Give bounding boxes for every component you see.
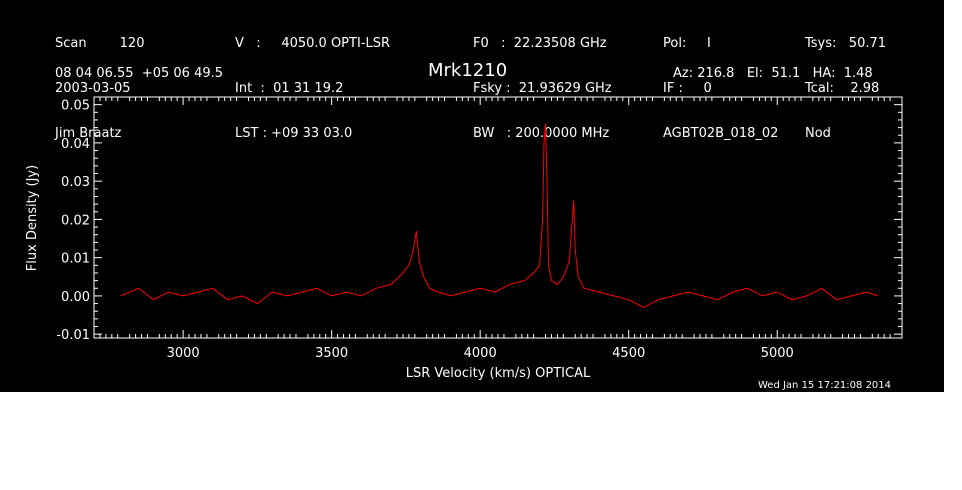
header-col5: Tsys: 50.71 Tcal: 2.98 Nod — [805, 6, 886, 171]
y-axis-label: Flux Density (Jy) — [25, 165, 40, 271]
spectrum-chart: 3000 3500 4000 4500 5000 -0.01 0.00 0.01 0.02 0.0… — [25, 96, 903, 381]
x-tick-label: 4500 — [612, 346, 645, 361]
if-number: IF : 0 — [663, 81, 712, 96]
observation-date: 2003-03-05 — [55, 81, 131, 96]
lst-line: LST : +09 33 03.0 — [235, 126, 353, 141]
scan-number: Scan 120 — [55, 36, 145, 51]
header-col1: Scan 120 2003-03-05 Jim Braatz — [55, 6, 144, 171]
switching-mode: Nod — [805, 126, 831, 141]
x-tick-label: 4000 — [464, 346, 497, 361]
source-coordinates: 08 04 06.55 +05 06 49.5 — [55, 66, 224, 81]
plot-timestamp: Wed Jan 15 17:21:08 2014 — [758, 380, 892, 391]
y-tick-label: -0.01 — [56, 328, 90, 343]
tsys: Tsys: 50.71 — [805, 36, 887, 51]
header-col2: V : 4050.0 OPTI-LSR Int : 01 31 19.2 LST… — [235, 6, 390, 171]
project-id: AGBT02B_018_02 — [663, 126, 779, 141]
tcal: Tcal: 2.98 — [805, 81, 880, 96]
y-tick-label: 0.00 — [61, 290, 90, 305]
plot-frame — [93, 96, 903, 339]
source-name: Mrk1210 — [428, 60, 508, 81]
y-tick-label: 0.02 — [61, 213, 90, 228]
y-tick-label: 0.05 — [61, 99, 90, 114]
rest-frequency: F0 : 22.23508 GHz — [473, 36, 607, 51]
x-tick-label: 5000 — [761, 346, 794, 361]
y-tick-label: 0.01 — [61, 252, 90, 267]
velocity-line: V : 4050.0 OPTI-LSR — [235, 36, 391, 51]
spectrum-line — [120, 123, 879, 308]
x-tick-label: 3500 — [315, 346, 348, 361]
x-tick-label: 3000 — [167, 346, 200, 361]
polarization: Pol: I — [663, 36, 711, 51]
az-el-ha: Az: 216.8 El: 51.1 HA: 1.48 — [673, 66, 873, 81]
plot-panel: Scan 120 2003-03-05 Jim Braatz V : 4050.… — [0, 0, 944, 392]
integration-line: Int : 01 31 19.2 — [235, 81, 344, 96]
sky-frequency: Fsky : 21.93629 GHz — [473, 81, 612, 96]
header-col4: Pol: I IF : 0 AGBT02B_018_02 — [663, 6, 778, 171]
observer-name: Jim Braatz — [55, 126, 122, 141]
y-tick-label: 0.03 — [61, 175, 90, 190]
x-axis-label: LSR Velocity (km/s) OPTICAL — [406, 366, 591, 381]
y-tick-label: 0.04 — [61, 137, 90, 152]
